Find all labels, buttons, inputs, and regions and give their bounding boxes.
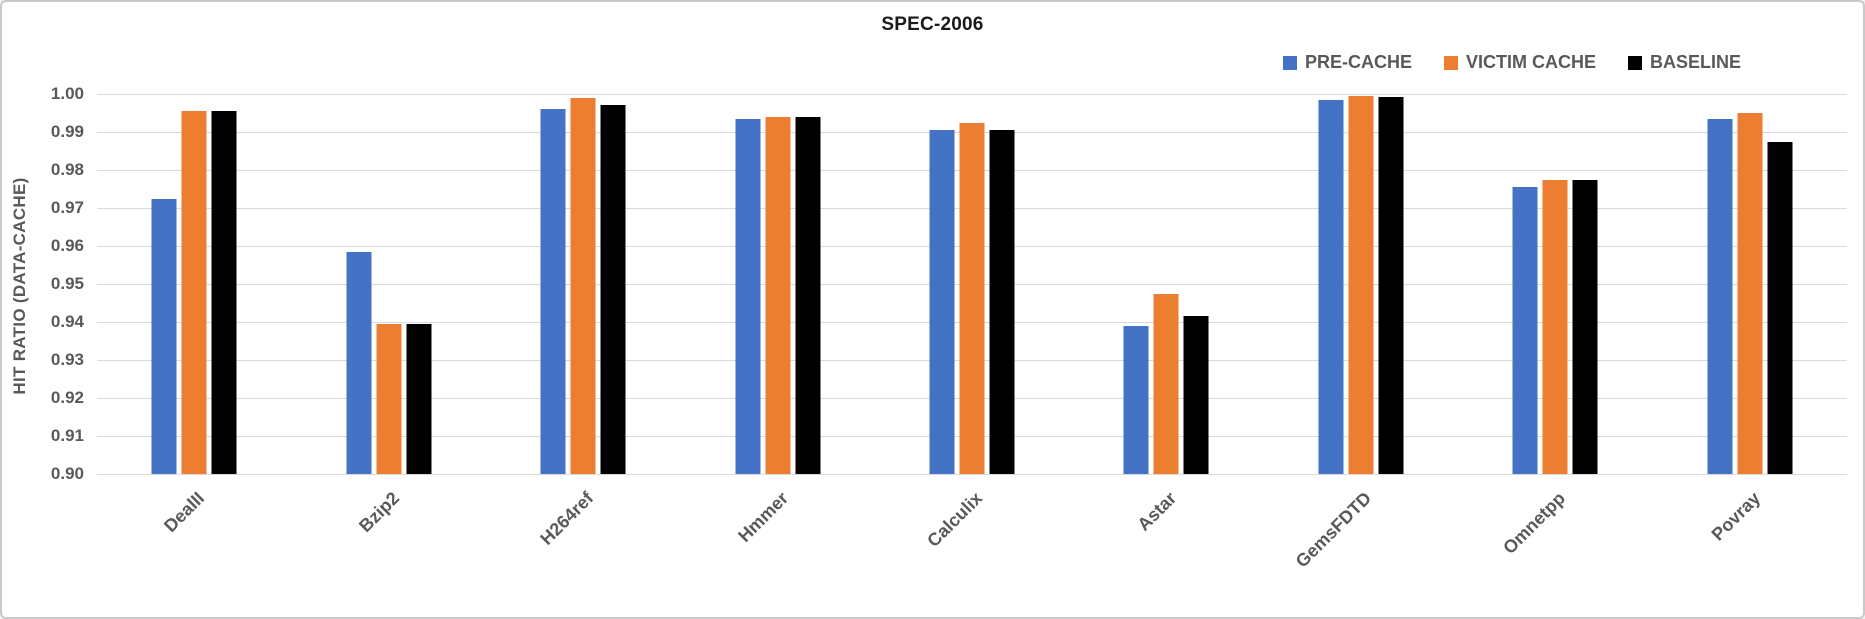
bar-baseline-h264ref — [600, 105, 626, 474]
bar-baseline-povray — [1767, 141, 1793, 474]
bar-group-dealii — [151, 94, 237, 474]
x-axis-labels: DealII Bzip2 H264ref Hmmer Calculix Astar Gems… — [97, 482, 1847, 612]
bar-pre-cache-h264ref — [540, 109, 566, 474]
x-category-label: Hmmer — [733, 488, 792, 547]
x-category-label: Bzip2 — [354, 488, 403, 537]
bar-baseline-gemsfdtd — [1378, 96, 1404, 474]
legend-item-baseline: BASELINE — [1627, 52, 1741, 73]
bar-pre-cache-omnetpp — [1512, 187, 1538, 474]
legend-item-pre-cache: PRE-CACHE — [1282, 52, 1412, 73]
bar-baseline-dealii — [211, 111, 237, 474]
y-tick-label: 0.98 — [50, 160, 84, 179]
bar-pre-cache-calculix — [929, 130, 955, 474]
bar-baseline-astar — [1183, 316, 1209, 474]
bar-group-h264ref — [540, 94, 626, 474]
legend-label-pre-cache: PRE-CACHE — [1304, 52, 1412, 72]
x-category-label: Povray — [1707, 488, 1764, 545]
bar-victim-cache-povray — [1737, 113, 1763, 474]
bar-victim-cache-h264ref — [570, 97, 596, 474]
bar-pre-cache-gemsfdtd — [1318, 99, 1344, 474]
bar-victim-cache-astar — [1153, 293, 1179, 474]
bar-baseline-bzip2 — [406, 323, 432, 474]
y-tick-label: 0.99 — [50, 122, 84, 141]
bar-group-omnetpp — [1512, 94, 1598, 474]
legend-swatch-victim-cache-icon — [1443, 55, 1458, 70]
x-category-label: DealII — [160, 488, 209, 537]
legend: PRE-CACHE VICTIM CACHE BASELINE — [1282, 52, 1741, 73]
bar-group-calculix — [929, 94, 1015, 474]
x-category-label: GemsFDTD — [1291, 488, 1376, 572]
x-category-label: H264ref — [536, 488, 598, 549]
bar-pre-cache-bzip2 — [346, 251, 372, 474]
bar-group-hmmer — [735, 94, 821, 474]
bar-group-gemsfdtd — [1318, 94, 1404, 474]
bar-victim-cache-bzip2 — [376, 323, 402, 474]
y-tick-label: 0.91 — [50, 426, 84, 445]
bar-victim-cache-omnetpp — [1542, 179, 1568, 474]
y-tick-label: 0.94 — [50, 312, 84, 331]
bar-group-bzip2 — [346, 94, 432, 474]
bar-pre-cache-dealii — [151, 198, 177, 474]
bar-victim-cache-dealii — [181, 111, 207, 474]
y-axis-ticks: 1.00 0.99 0.98 0.97 0.96 0.95 0.94 0.93 0.92 0.91… — [2, 84, 90, 483]
bar-victim-cache-calculix — [959, 122, 985, 474]
bar-pre-cache-hmmer — [735, 118, 761, 474]
bar-group-astar — [1123, 94, 1209, 474]
bar-group-povray — [1707, 94, 1793, 474]
x-category-label: Astar — [1133, 488, 1181, 535]
y-tick-label: 0.95 — [50, 274, 84, 293]
legend-swatch-pre-cache-icon — [1282, 55, 1297, 70]
plot-area — [97, 94, 1847, 475]
bar-baseline-calculix — [989, 130, 1015, 474]
bar-baseline-hmmer — [795, 116, 821, 474]
y-tick-label: 0.97 — [50, 198, 84, 217]
y-tick-label: 0.93 — [50, 350, 84, 369]
legend-item-victim-cache: VICTIM CACHE — [1443, 52, 1596, 73]
legend-swatch-baseline-icon — [1627, 55, 1642, 70]
bar-pre-cache-povray — [1707, 118, 1733, 474]
x-category-label: Omnetpp — [1499, 488, 1570, 559]
legend-label-baseline: BASELINE — [1649, 52, 1741, 72]
gridline — [97, 94, 1847, 95]
gridline — [97, 474, 1847, 475]
y-tick-label: 0.96 — [50, 236, 84, 255]
chart-title: SPEC-2006 — [881, 14, 984, 35]
y-tick-label: 1.00 — [50, 84, 84, 103]
y-tick-label: 0.92 — [50, 388, 84, 407]
bar-victim-cache-hmmer — [765, 116, 791, 474]
bar-pre-cache-astar — [1123, 325, 1149, 474]
x-category-label: Calculix — [923, 488, 987, 551]
bar-baseline-omnetpp — [1572, 179, 1598, 474]
y-tick-label: 0.90 — [50, 464, 84, 483]
bar-victim-cache-gemsfdtd — [1348, 95, 1374, 474]
legend-label-victim-cache: VICTIM CACHE — [1465, 52, 1596, 72]
